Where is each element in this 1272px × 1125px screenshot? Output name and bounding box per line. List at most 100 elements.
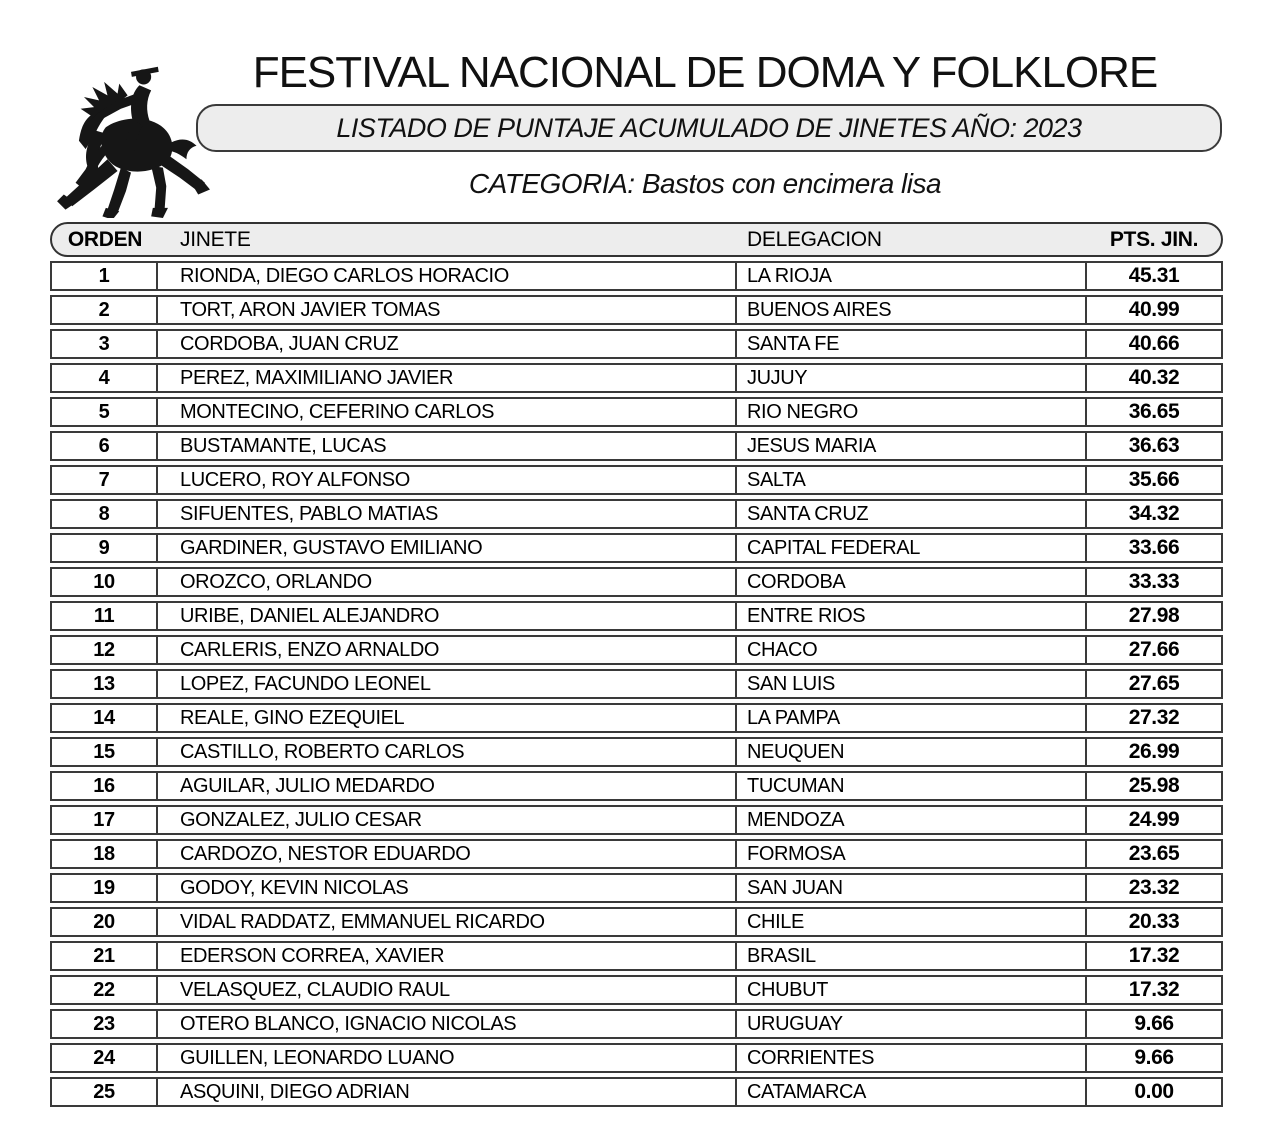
table-row: 19 GODOY, KEVIN NICOLAS SAN JUAN 23.32: [50, 873, 1223, 903]
row-orden-cell: 8: [52, 501, 158, 527]
row-orden-cell: 17: [52, 807, 158, 833]
row-delegacion-cell: SAN LUIS: [737, 671, 1087, 697]
row-pts-cell: 9.66: [1134, 1046, 1174, 1069]
row-orden-cell: 5: [52, 399, 158, 425]
row-orden-cell: 12: [52, 637, 158, 663]
row-orden-cell: 20: [52, 909, 158, 935]
table-row: 9 GARDINER, GUSTAVO EMILIANO CAPITAL FED…: [50, 533, 1223, 563]
row-orden-cell: 24: [52, 1045, 158, 1071]
row-jinete-cell: EDERSON CORREA, XAVIER: [158, 943, 737, 969]
row-delegacion-cell: MENDOZA: [737, 807, 1087, 833]
row-delegacion-cell: FORMOSA: [737, 841, 1087, 867]
row-delegacion-cell: SANTA CRUZ: [737, 501, 1087, 527]
row-jinete-cell: BUSTAMANTE, LUCAS: [158, 433, 737, 459]
row-pts-cell: 33.33: [1128, 570, 1180, 593]
row-pts-cell: 24.99: [1128, 808, 1180, 831]
row-orden-cell: 13: [52, 671, 158, 697]
row-orden-cell: 14: [52, 705, 158, 731]
row-delegacion-cell: RIO NEGRO: [737, 399, 1087, 425]
row-jinete-cell: SIFUENTES, PABLO MATIAS: [158, 501, 737, 527]
row-jinete-cell: OTERO BLANCO, IGNACIO NICOLAS: [158, 1011, 737, 1037]
row-pts-cell: 27.65: [1128, 672, 1180, 695]
table-row: 20 VIDAL RADDATZ, EMMANUEL RICARDO CHILE…: [50, 907, 1223, 937]
table-row: 10 OROZCO, ORLANDO CORDOBA 33.33: [50, 567, 1223, 597]
row-jinete-cell: CORDOBA, JUAN CRUZ: [158, 331, 737, 357]
row-orden-cell: 1: [52, 263, 158, 289]
row-orden-cell: 10: [52, 569, 158, 595]
row-pts-cell: 26.99: [1128, 740, 1180, 763]
row-pts-cell: 35.66: [1128, 468, 1180, 491]
table-body: 1 RIONDA, DIEGO CARLOS HORACIO LA RIOJA …: [50, 261, 1223, 1107]
table-row: 21 EDERSON CORREA, XAVIER BRASIL 17.32: [50, 941, 1223, 971]
row-jinete-cell: REALE, GINO EZEQUIEL: [158, 705, 737, 731]
row-jinete-cell: CASTILLO, ROBERTO CARLOS: [158, 739, 737, 765]
table-row: 24 GUILLEN, LEONARDO LUANO CORRIENTES 9.…: [50, 1043, 1223, 1073]
subtitle-box: LISTADO DE PUNTAJE ACUMULADO DE JINETES …: [196, 104, 1222, 152]
row-pts-cell: 36.65: [1128, 400, 1180, 423]
table-row: 23 OTERO BLANCO, IGNACIO NICOLAS URUGUAY…: [50, 1009, 1223, 1039]
row-pts-cell: 25.98: [1128, 774, 1180, 797]
row-jinete-cell: VELASQUEZ, CLAUDIO RAUL: [158, 977, 737, 1003]
row-delegacion-cell: ENTRE RIOS: [737, 603, 1087, 629]
row-orden-cell: 4: [52, 365, 158, 391]
row-pts-cell: 40.32: [1128, 366, 1180, 389]
row-orden-cell: 6: [52, 433, 158, 459]
row-pts-cell: 17.32: [1128, 978, 1180, 1001]
row-orden-cell: 15: [52, 739, 158, 765]
table-row: 11 URIBE, DANIEL ALEJANDRO ENTRE RIOS 27…: [50, 601, 1223, 631]
row-orden-cell: 9: [52, 535, 158, 561]
row-delegacion-cell: JUJUY: [737, 365, 1087, 391]
row-delegacion-cell: CHACO: [737, 637, 1087, 663]
row-jinete-cell: GUILLEN, LEONARDO LUANO: [158, 1045, 737, 1071]
page-title: FESTIVAL NACIONAL DE DOMA Y FOLKLORE: [252, 48, 1159, 97]
ranking-table: ORDEN JINETE DELEGACION PTS. JIN. 1 RION…: [50, 222, 1223, 1107]
row-delegacion-cell: SAN JUAN: [737, 875, 1087, 901]
table-row: 22 VELASQUEZ, CLAUDIO RAUL CHUBUT 17.32: [50, 975, 1223, 1005]
table-row: 8 SIFUENTES, PABLO MATIAS SANTA CRUZ 34.…: [50, 499, 1223, 529]
table-row: 14 REALE, GINO EZEQUIEL LA PAMPA 27.32: [50, 703, 1223, 733]
row-delegacion-cell: CATAMARCA: [737, 1079, 1087, 1105]
row-orden-cell: 7: [52, 467, 158, 493]
row-pts-cell: 23.65: [1128, 842, 1180, 865]
row-pts-cell: 40.66: [1128, 332, 1180, 355]
row-pts-cell: 36.63: [1128, 434, 1180, 457]
row-jinete-cell: TORT, ARON JAVIER TOMAS: [158, 297, 737, 323]
row-delegacion-cell: SANTA FE: [737, 331, 1087, 357]
table-row: 17 GONZALEZ, JULIO CESAR MENDOZA 24.99: [50, 805, 1223, 835]
table-row: 12 CARLERIS, ENZO ARNALDO CHACO 27.66: [50, 635, 1223, 665]
row-pts-cell: 9.66: [1134, 1012, 1174, 1035]
row-jinete-cell: PEREZ, MAXIMILIANO JAVIER: [158, 365, 737, 391]
row-jinete-cell: GONZALEZ, JULIO CESAR: [158, 807, 737, 833]
table-row: 5 MONTECINO, CEFERINO CARLOS RIO NEGRO 3…: [50, 397, 1223, 427]
row-pts-cell: 27.66: [1128, 638, 1180, 661]
row-delegacion-cell: URUGUAY: [737, 1011, 1087, 1037]
row-pts-cell: 20.33: [1128, 910, 1180, 933]
row-orden-cell: 19: [52, 875, 158, 901]
row-jinete-cell: LOPEZ, FACUNDO LEONEL: [158, 671, 737, 697]
column-header-pts: PTS. JIN.: [1109, 227, 1199, 251]
table-row: 16 AGUILAR, JULIO MEDARDO TUCUMAN 25.98: [50, 771, 1223, 801]
row-orden-cell: 22: [52, 977, 158, 1003]
row-jinete-cell: CARDOZO, NESTOR EDUARDO: [158, 841, 737, 867]
row-jinete-cell: AGUILAR, JULIO MEDARDO: [158, 773, 737, 799]
row-pts-cell: 33.66: [1128, 536, 1180, 559]
category-line: CATEGORIA: Bastos con encimera lisa: [468, 168, 942, 199]
table-row: 15 CASTILLO, ROBERTO CARLOS NEUQUEN 26.9…: [50, 737, 1223, 767]
table-row: 13 LOPEZ, FACUNDO LEONEL SAN LUIS 27.65: [50, 669, 1223, 699]
table-row: 3 CORDOBA, JUAN CRUZ SANTA FE 40.66: [50, 329, 1223, 359]
row-jinete-cell: CARLERIS, ENZO ARNALDO: [158, 637, 737, 663]
row-jinete-cell: GARDINER, GUSTAVO EMILIANO: [158, 535, 737, 561]
row-jinete-cell: OROZCO, ORLANDO: [158, 569, 737, 595]
row-pts-cell: 27.32: [1128, 706, 1180, 729]
table-row: 4 PEREZ, MAXIMILIANO JAVIER JUJUY 40.32: [50, 363, 1223, 393]
table-row: 6 BUSTAMANTE, LUCAS JESUS MARIA 36.63: [50, 431, 1223, 461]
row-pts-cell: 40.99: [1128, 298, 1180, 321]
column-header-orden: ORDEN: [67, 227, 143, 251]
row-orden-cell: 16: [52, 773, 158, 799]
table-row: 1 RIONDA, DIEGO CARLOS HORACIO LA RIOJA …: [50, 261, 1223, 291]
row-delegacion-cell: NEUQUEN: [737, 739, 1087, 765]
row-jinete-cell: VIDAL RADDATZ, EMMANUEL RICARDO: [158, 909, 737, 935]
row-pts-cell: 27.98: [1128, 604, 1180, 627]
row-pts-cell: 45.31: [1128, 264, 1180, 287]
